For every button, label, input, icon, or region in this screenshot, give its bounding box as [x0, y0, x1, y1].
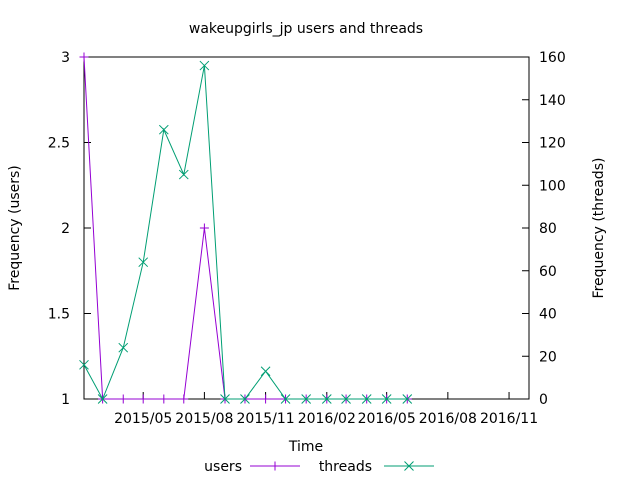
left-tick-label: 3: [61, 50, 70, 66]
legend-label-users: users: [204, 459, 242, 475]
data-point-threads: [158, 124, 169, 135]
data-point-threads: [138, 257, 149, 268]
right-tick-label: 160: [539, 50, 566, 66]
plot-frame: [83, 56, 530, 400]
legend: users threads: [204, 459, 434, 475]
data-point-users: [179, 394, 189, 404]
data-point-threads: [321, 394, 332, 404]
right-tick-label: 120: [539, 136, 566, 152]
left-tick-label: 1: [61, 392, 70, 408]
left-tick-label: 1.5: [48, 307, 70, 323]
x-axis-label: Time: [288, 439, 323, 455]
y-axis-label-right: Frequency (threads): [591, 158, 607, 299]
right-tick-label: 60: [539, 264, 557, 280]
x-tick-label: 2016/02: [298, 411, 356, 427]
right-tick-label: 0: [539, 392, 548, 408]
data-point-users: [159, 394, 169, 404]
data-point-threads: [402, 394, 413, 404]
right-tick-label: 40: [539, 307, 557, 323]
data-point-threads: [178, 169, 189, 180]
data-point-users: [199, 223, 209, 233]
right-tick-label: 140: [539, 93, 566, 109]
data-point-threads: [260, 366, 271, 377]
data-point-threads: [199, 60, 210, 71]
legend-marker-threads: [404, 461, 414, 471]
left-tick-label: 2.5: [48, 136, 70, 152]
series-line-users: [83, 56, 408, 400]
x-tick-label: 2015/08: [175, 411, 233, 427]
data-point-threads: [220, 394, 230, 404]
left-axis: 1 1.5 2 2.5 3: [48, 50, 91, 408]
legend-marker-users: [270, 461, 280, 471]
data-point-users: [138, 394, 148, 404]
data-point-threads: [341, 394, 351, 404]
series-users: [79, 52, 412, 404]
data-point-threads: [79, 359, 89, 370]
data-point-threads: [301, 394, 312, 404]
x-tick-label: 2016/05: [358, 411, 416, 427]
legend-label-threads: threads: [319, 459, 372, 475]
x-tick-label: 2015/11: [237, 411, 295, 427]
right-tick-label: 20: [539, 349, 557, 365]
data-point-threads: [280, 394, 291, 404]
y-axis-label-left: Frequency (users): [7, 165, 23, 291]
data-point-threads: [97, 394, 108, 404]
data-point-users: [118, 394, 128, 404]
series-layer: [79, 52, 413, 404]
data-point-threads: [361, 394, 372, 404]
x-tick-label: 2016/08: [419, 411, 477, 427]
series-line-threads: [83, 65, 408, 401]
x-tick-label: 2015/05: [114, 411, 172, 427]
chart-title: wakeupgirls_jp users and threads: [189, 21, 423, 37]
left-tick-label: 2: [61, 221, 70, 237]
x-axis: 2015/05 2015/08 2015/11 2016/02 2016/05 2016/…: [114, 392, 538, 427]
data-point-users: [261, 394, 271, 404]
x-tick-label: 2016/11: [480, 411, 538, 427]
right-tick-label: 100: [539, 178, 566, 194]
data-point-threads: [118, 342, 129, 353]
data-point-threads: [381, 394, 392, 404]
right-tick-label: 80: [539, 221, 557, 237]
right-axis: 0 20 40 60 80 100 120 140 160: [522, 50, 566, 408]
series-threads: [79, 60, 413, 404]
data-point-users: [79, 52, 89, 62]
data-point-threads: [240, 394, 250, 404]
